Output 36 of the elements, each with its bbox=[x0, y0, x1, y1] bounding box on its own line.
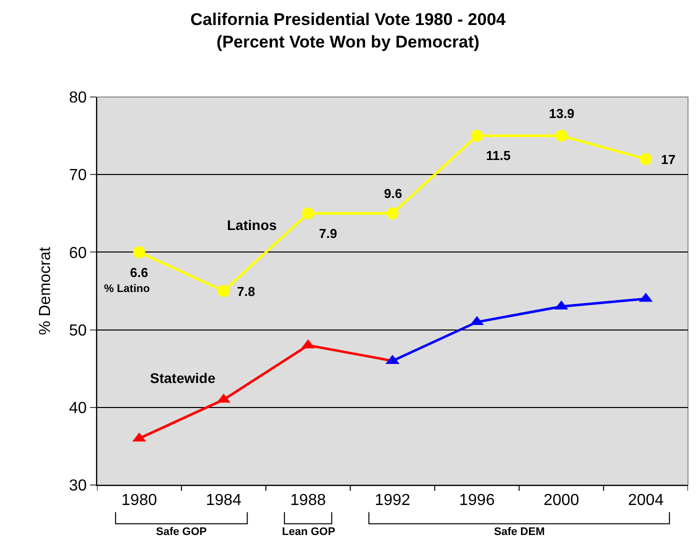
annotation: 17 bbox=[661, 152, 676, 167]
annotation: 6.6 bbox=[130, 265, 148, 280]
series-label: Latinos bbox=[227, 217, 277, 233]
chart-title: California Presidential Vote 1980 - 2004 bbox=[190, 10, 506, 30]
point bbox=[470, 130, 483, 142]
x-tick-label: 1988 bbox=[290, 492, 326, 510]
text: Safe GOP bbox=[156, 526, 207, 538]
x-tick-label: 2004 bbox=[628, 492, 664, 510]
x-tick-label: 1984 bbox=[206, 492, 242, 510]
y-tick-label: 30 bbox=[69, 478, 87, 495]
annotation: 7.8 bbox=[237, 284, 256, 299]
point bbox=[218, 285, 230, 297]
annotation: 9.6 bbox=[384, 186, 402, 201]
x-tick-label: 1980 bbox=[121, 492, 158, 510]
x-tick-label: 2000 bbox=[544, 492, 580, 510]
point bbox=[302, 207, 314, 220]
annotation: % Latino bbox=[104, 283, 150, 295]
annotation: 7.9 bbox=[319, 226, 338, 241]
y-tick-label: 50 bbox=[69, 322, 87, 340]
text: Lean GOP bbox=[282, 526, 336, 538]
text: Safe DEM bbox=[494, 526, 545, 538]
point bbox=[640, 153, 652, 166]
series-label: Statewide bbox=[150, 370, 216, 386]
y-tick-label: 80 bbox=[69, 90, 87, 107]
y-axis-title: % Democrat bbox=[36, 246, 54, 336]
x-tick-label: 1992 bbox=[374, 492, 410, 510]
point bbox=[555, 130, 568, 142]
y-tick-label: 40 bbox=[69, 400, 87, 417]
x-tick-label: 1996 bbox=[459, 492, 495, 510]
annotation: 13.9 bbox=[549, 106, 574, 121]
point bbox=[133, 246, 146, 258]
chart-subtitle: (Percent Vote Won by Democrat) bbox=[216, 32, 480, 52]
annotation: 11.5 bbox=[486, 148, 511, 163]
point bbox=[386, 207, 398, 220]
y-tick-label: 60 bbox=[69, 244, 87, 262]
y-tick-label: 70 bbox=[69, 167, 87, 184]
